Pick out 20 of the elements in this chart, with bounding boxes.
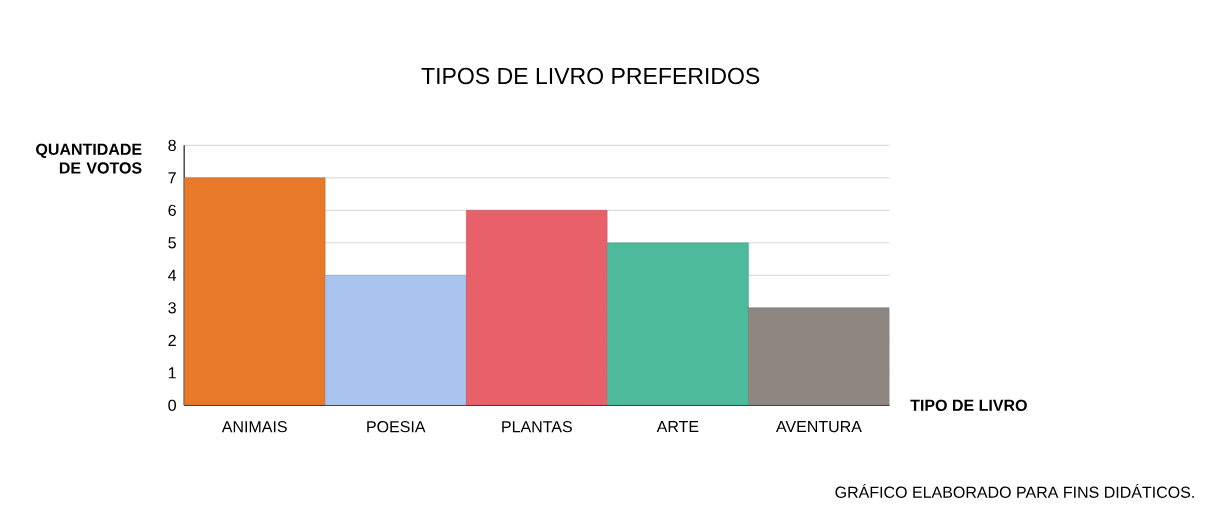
x-tick-label: POESIA [367,420,426,433]
x-axis-title: TIPO DE LIVRO [910,399,1027,411]
x-tick-label: ANIMAIS [221,420,287,433]
text: GRÁFICO ELABORADO PARA FINS DIDÁTICOS. [835,483,1194,498]
y-tick-label: 7 [168,172,176,184]
y-tick-label: 2 [168,334,176,346]
bar [324,274,467,406]
x-tick-label: AVENTURA [775,420,862,433]
bar [607,242,749,406]
x-tick-label: PLANTAS [502,420,572,433]
y-tick-label: 3 [168,302,176,314]
y-axis-title: QUANTIDADE DE VOTOS [36,143,142,174]
y-tick-label: 8 [168,139,176,151]
y-tick-label: 6 [168,204,176,216]
y-tick-label: 1 [168,367,176,379]
y-tick-label: 5 [168,237,176,249]
y-tick-label: 4 [168,269,177,281]
y-tick-label: 0 [168,399,176,411]
x-tick-label: ARTE [656,420,699,432]
chart-title: TIPOS DE LIVRO PREFERIDOS [421,67,760,84]
